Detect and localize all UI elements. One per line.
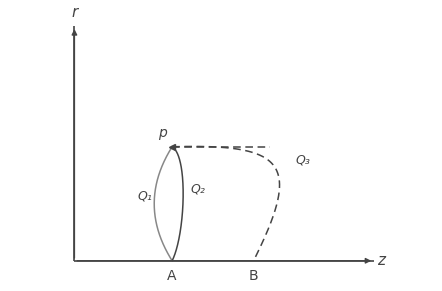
Text: Q₃: Q₃ [296,153,311,166]
Text: B: B [249,269,259,283]
Text: p: p [159,126,167,140]
Text: Q₂: Q₂ [190,183,205,196]
Text: A: A [168,269,177,283]
Text: z: z [377,253,385,268]
Text: r: r [71,5,77,20]
Text: Q₁: Q₁ [137,189,152,202]
